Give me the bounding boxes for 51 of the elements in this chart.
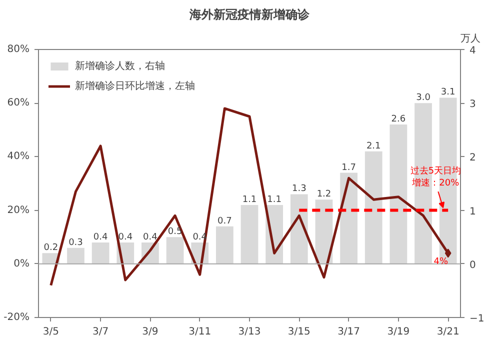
data-label: 1.1: [242, 194, 257, 205]
x-tick-label: 3/5: [42, 326, 59, 338]
bar: [364, 151, 382, 264]
data-label: 0.5: [168, 227, 182, 238]
bar: [240, 204, 258, 264]
bar: [216, 226, 234, 264]
data-label: 3.1: [440, 88, 456, 98]
bar: [67, 248, 84, 264]
data-label: 0.3: [68, 238, 83, 248]
chart-title: 海外新冠疫情新增确诊: [188, 8, 310, 22]
bar: [92, 242, 110, 264]
data-label: 0.7: [218, 216, 232, 226]
y2-axis-title: 万人: [460, 34, 480, 44]
data-label: 2.1: [366, 141, 381, 152]
data-label: 2.6: [391, 114, 406, 125]
y-tick-label: 0%: [14, 258, 30, 270]
data-label: 1.2: [316, 190, 332, 200]
data-label: 1.7: [342, 162, 356, 173]
data-label: 0.2: [44, 243, 58, 254]
y2-tick-label: −1: [470, 314, 484, 324]
x-tick-label: 3/9: [142, 326, 158, 338]
data-label: 0.4: [93, 232, 108, 242]
annotation: 过去5天日均增速：20%: [410, 165, 462, 188]
bar: [390, 124, 408, 264]
x-tick-label: 3/19: [387, 326, 410, 338]
y2-tick-label: 4: [470, 46, 476, 56]
data-label: 1.3: [292, 184, 306, 194]
bar: [166, 237, 184, 264]
annotation: 4%: [434, 257, 449, 268]
y2-tick-label: 3: [470, 99, 476, 110]
x-tick-label: 3/15: [288, 326, 310, 338]
y-tick-label: 60%: [7, 98, 30, 109]
y-tick-label: 20%: [7, 204, 30, 216]
x-tick-label: 3/21: [436, 326, 460, 338]
x-tick-label: 3/17: [338, 326, 360, 338]
data-label: 0.4: [118, 232, 133, 242]
y2-tick-label: 0: [470, 260, 476, 271]
y-tick-label: 40%: [7, 151, 30, 162]
x-tick-label: 3/7: [92, 326, 109, 338]
legend-label: 新增确诊人数，右轴: [75, 60, 165, 73]
data-label: 0.4: [143, 232, 158, 242]
bar: [340, 172, 358, 264]
y2-tick-label: 1: [470, 206, 476, 218]
legend-label: 新增确诊日环比增速，左轴: [75, 80, 195, 93]
y-tick-label: -20%: [4, 312, 30, 323]
y2-tick-label: 2: [470, 152, 476, 164]
y-tick-label: 80%: [7, 44, 30, 55]
data-label: 3.0: [416, 93, 431, 104]
data-label: 1.1: [267, 194, 282, 205]
x-tick-label: 3/13: [238, 326, 261, 338]
x-tick-label: 3/11: [188, 326, 212, 338]
